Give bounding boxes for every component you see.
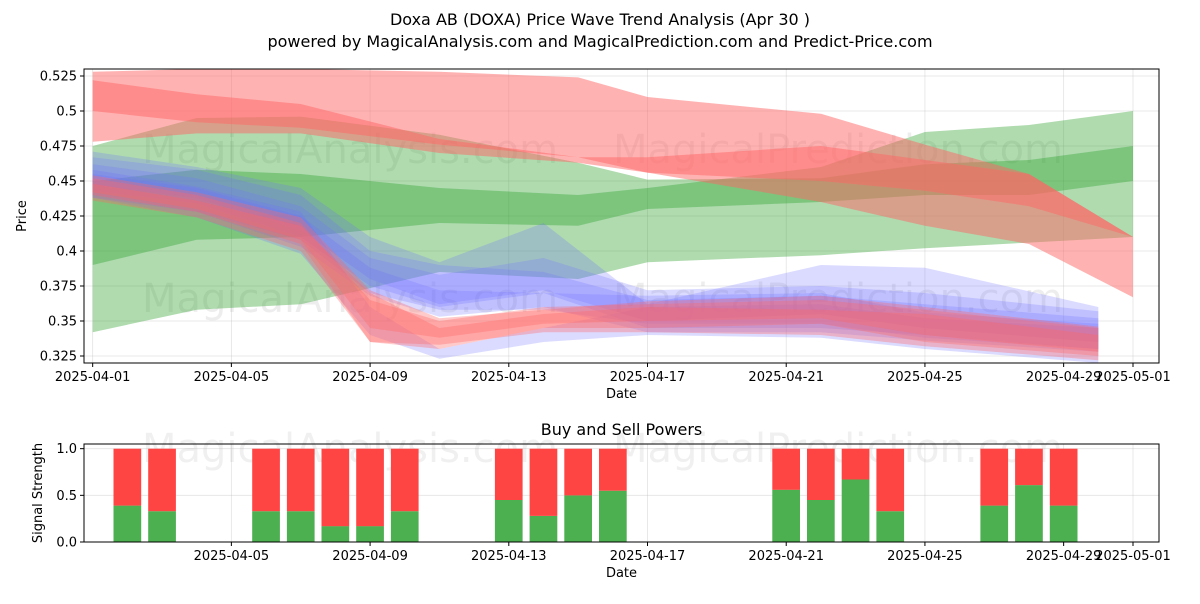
- sell-bar: [1015, 448, 1043, 486]
- buy-bar: [807, 500, 835, 542]
- watermark-prediction-mid: MagicalPrediction.com: [613, 276, 1063, 322]
- price-band-green-0: [92, 116, 1134, 265]
- bottom-xtick-label: 2025-04-21: [748, 549, 824, 564]
- price-band-blue-6: [92, 151, 1099, 342]
- watermark-analysis-mid: MagicalAnalysis.com: [142, 276, 558, 322]
- sell-bar: [494, 448, 523, 500]
- sell-bar: [113, 448, 142, 506]
- top-xtick-label: 2025-04-09: [332, 370, 408, 385]
- buy-bar: [356, 526, 384, 542]
- price-wave-panel: MagicalAnalysis.com MagicalPrediction.com…: [15, 68, 1171, 402]
- buy-bar: [876, 511, 905, 542]
- price-band-red-11: [92, 175, 1099, 352]
- top-ytick-label: 0.45: [48, 175, 77, 190]
- buy-bar: [980, 505, 1009, 542]
- bottom-ytick-label: 0.5: [56, 489, 77, 504]
- buy-bar: [599, 490, 627, 542]
- sell-bar: [148, 448, 176, 512]
- buy-bar: [1015, 485, 1043, 542]
- top-xtick-label: 2025-04-21: [748, 370, 824, 385]
- top-xtick-label: 2025-04-25: [887, 370, 963, 385]
- buy-bar: [390, 511, 419, 542]
- buy-bar: [286, 511, 315, 542]
- buy-bar: [252, 511, 280, 542]
- bottom-ylabel: Signal Strength: [31, 443, 46, 543]
- buy-bar: [1049, 505, 1078, 542]
- price-bands: [92, 69, 1134, 363]
- buy-bar: [494, 500, 523, 542]
- bottom-xtick-label: 2025-04-13: [471, 549, 547, 564]
- buy-bar: [113, 505, 142, 542]
- buy-sell-panel: MagicalAnalysis.com MagicalPrediction.com…: [31, 420, 1171, 581]
- sell-bar: [807, 448, 835, 500]
- watermark-analysis-bottom: MagicalAnalysis.com: [142, 426, 558, 472]
- top-ytick-label: 0.375: [40, 280, 77, 295]
- bottom-axes-frame: [83, 443, 1160, 543]
- bottom-xtick-label: 2025-04-25: [887, 549, 963, 564]
- price-band-red-3: [92, 80, 1134, 298]
- top-ytick-label: 0.425: [40, 210, 77, 225]
- bottom-ytick-label: 1.0: [56, 442, 77, 457]
- top-ytick-label: 0.475: [40, 140, 77, 155]
- sell-bar: [356, 448, 384, 527]
- top-ytick-label: 0.35: [48, 315, 77, 330]
- sell-bar: [286, 448, 315, 512]
- chart-title: Doxa AB (DOXA) Price Wave Trend Analysis…: [390, 10, 810, 29]
- top-ytick-label: 0.525: [40, 70, 77, 85]
- bottom-xtick-label: 2025-04-17: [610, 549, 686, 564]
- top-xtick-label: 2025-04-17: [610, 370, 686, 385]
- sell-bar: [564, 448, 592, 496]
- chart-subtitle: powered by MagicalAnalysis.com and Magic…: [267, 32, 932, 51]
- top-xlabel: Date: [606, 387, 637, 402]
- top-ylabel: Price: [15, 200, 30, 232]
- buy-bar: [841, 479, 870, 542]
- top-xtick-label: 2025-04-29: [1026, 370, 1102, 385]
- sell-bar: [772, 448, 800, 490]
- top-ytick-label: 0.325: [40, 350, 77, 365]
- top-xtick-label: 2025-04-01: [55, 370, 131, 385]
- sell-bar: [321, 448, 350, 527]
- price-band-blue-8: [92, 174, 1099, 349]
- sell-bar: [390, 448, 419, 512]
- price-band-red-10: [92, 183, 1099, 361]
- bottom-ytick-label: 0.0: [56, 536, 77, 551]
- sell-bar: [980, 448, 1009, 506]
- sell-bar: [1049, 448, 1078, 506]
- buy-bar: [772, 489, 800, 542]
- buy-bar: [564, 495, 592, 542]
- buy-bar: [529, 515, 558, 542]
- bottom-xtick-label: 2025-04-29: [1026, 549, 1102, 564]
- sell-bar: [529, 448, 558, 516]
- signal-bars: [113, 448, 1078, 542]
- top-ytick-label: 0.5: [56, 105, 77, 120]
- bottom-xtick-label: 2025-04-09: [332, 549, 408, 564]
- bottom-panel-title: Buy and Sell Powers: [541, 420, 703, 439]
- top-ytick-label: 0.4: [56, 245, 77, 260]
- bottom-xlabel: Date: [606, 566, 637, 581]
- top-xtick-label: 2025-04-05: [194, 370, 270, 385]
- top-xtick-label: 2025-05-01: [1095, 370, 1171, 385]
- price-band-blue-7: [92, 169, 1099, 363]
- top-xtick-label: 2025-04-13: [471, 370, 547, 385]
- price-band-red-9: [92, 178, 1099, 356]
- bottom-xtick-label: 2025-05-01: [1095, 549, 1171, 564]
- sell-bar: [252, 448, 280, 512]
- sell-bar: [841, 448, 870, 480]
- price-band-blue-4: [92, 157, 1099, 349]
- sell-bar: [599, 448, 627, 491]
- buy-bar: [321, 526, 350, 542]
- buy-bar: [148, 511, 176, 542]
- price-band-red-2: [92, 69, 1134, 237]
- sell-bar: [876, 448, 905, 512]
- price-band-blue-5: [92, 164, 1099, 352]
- bottom-xtick-label: 2025-04-05: [194, 549, 270, 564]
